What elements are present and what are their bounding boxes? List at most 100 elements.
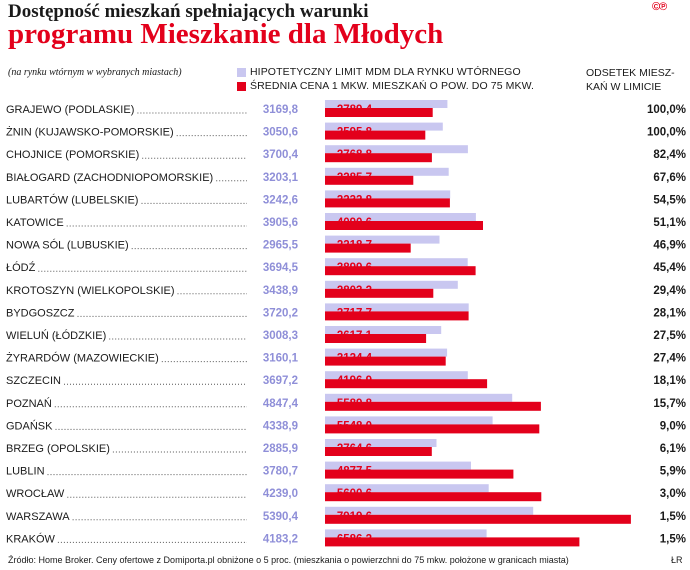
price-bar (325, 424, 540, 434)
price-value-label: 2617,1 (337, 330, 373, 342)
price-value-label: 3232,8 (337, 194, 373, 206)
share-value-label: 27,5% (653, 330, 686, 342)
limit-bar (325, 303, 469, 312)
category-label: POZNAŃ (6, 397, 52, 410)
category-label: CHOJNICE (POMORSKIE) (6, 149, 139, 161)
price-value-label: 5548,0 (337, 420, 372, 432)
chart-subtitle: (na rynku wtórnym w wybranych miastach) (8, 67, 182, 78)
limit-value-label: 4847,4 (263, 398, 299, 410)
price-bar (325, 356, 446, 366)
limit-value-label: 3008,3 (263, 330, 298, 342)
category-label: WARSZAWA (6, 511, 70, 523)
price-value-label: 2285,7 (337, 172, 372, 184)
limit-bar (325, 235, 440, 244)
price-value-label: 2768,8 (337, 149, 373, 161)
price-bar (325, 447, 432, 456)
category-label: ŻNIN (KUJAWSKO-POMORSKIE) (6, 126, 174, 139)
share-column-header: ODSETEK MIESZ-KAŃ W LIMICIE (586, 67, 675, 93)
limit-bar (325, 529, 487, 538)
limit-bar (325, 371, 468, 380)
copyright-logo: ©℗ (652, 1, 667, 13)
limit-bar (325, 190, 451, 199)
legend-swatch-limit (237, 67, 246, 77)
price-value-label: 7919,6 (337, 511, 372, 523)
category-label: ŻYRARDÓW (MAZOWIECKIE) (6, 352, 159, 365)
category-label: KATOWICE (6, 217, 64, 229)
author-initials: ŁR (671, 555, 683, 565)
price-value-label: 2764,6 (337, 443, 372, 455)
limit-bar (325, 461, 471, 470)
limit-value-label: 3169,8 (263, 104, 299, 116)
limit-bar (325, 213, 476, 221)
price-bar (325, 108, 433, 117)
price-bar (325, 243, 411, 253)
price-bar (325, 469, 514, 479)
limit-value-label: 4183,2 (263, 533, 298, 545)
limit-bar (325, 484, 489, 493)
limit-bar (325, 393, 513, 402)
price-bar (325, 175, 414, 185)
share-value-label: 15,7% (653, 398, 686, 410)
limit-bar (325, 167, 449, 176)
price-value-label: 2789,4 (337, 104, 373, 116)
source-note: Źródło: Home Broker. Ceny ofertowe z Dom… (8, 555, 569, 565)
legend-item-limit: HIPOTETYCZNY LIMIT MDM DLA RYNKU WTÓRNEG… (237, 65, 521, 79)
share-value-label: 6,1% (660, 443, 686, 455)
category-label: BRZEG (OPOLSKIE) (6, 443, 110, 455)
limit-value-label: 3780,7 (263, 466, 298, 478)
category-label: GDAŃSK (6, 419, 53, 432)
price-value-label: 2218,7 (337, 240, 372, 252)
price-value-label: 4877,5 (337, 466, 373, 478)
limit-bar (325, 145, 468, 154)
limit-bar (325, 122, 443, 131)
price-value-label: 5589,8 (337, 398, 373, 410)
price-bar (325, 130, 426, 140)
limit-value-label: 2885,9 (263, 443, 298, 455)
price-bar (325, 379, 488, 389)
limit-bar (325, 348, 448, 357)
legend-swatch-price (237, 81, 246, 91)
share-value-label: 82,4% (653, 149, 686, 161)
share-value-label: 28,1% (653, 307, 686, 319)
category-label: BIAŁOGARD (ZACHODNIOPOMORSKIE) (6, 172, 213, 184)
limit-bar (325, 416, 493, 425)
category-label: LUBLIN (6, 466, 45, 478)
price-value-label: 6586,2 (337, 533, 372, 545)
limit-value-label: 3242,6 (263, 194, 298, 206)
limit-value-label: 4239,0 (263, 488, 298, 500)
limit-value-label: 3694,5 (263, 262, 299, 274)
price-value-label: 4090,6 (337, 217, 372, 229)
limit-bar (325, 258, 468, 267)
legend-item-price: ŚREDNIA CENA 1 MKW. MIESZKAŃ O POW. DO 7… (237, 79, 534, 93)
legend-label-limit: HIPOTETYCZNY LIMIT MDM DLA RYNKU WTÓRNEG… (250, 66, 521, 78)
share-value-label: 18,1% (653, 375, 686, 387)
category-label: KROTOSZYN (WIELKOPOLSKIE) (6, 285, 175, 297)
price-bar (325, 492, 542, 502)
chart-title-line1: Dostępność mieszkań spełniających warunk… (8, 1, 369, 22)
limit-value-label: 3700,4 (263, 149, 299, 161)
category-label: BYDGOSZCZ (6, 307, 75, 319)
share-value-label: 5,9% (660, 466, 686, 478)
limit-value-label: 3050,6 (263, 127, 298, 139)
category-label: GRAJEWO (PODLASKIE) (6, 104, 134, 116)
price-value-label: 4196,9 (337, 375, 372, 387)
limit-bar (325, 100, 448, 108)
limit-value-label: 3203,1 (263, 172, 299, 184)
price-value-label: 2803,2 (337, 285, 372, 297)
price-bar (325, 334, 427, 343)
share-value-label: 27,4% (653, 353, 686, 365)
limit-value-label: 2965,5 (263, 240, 299, 252)
price-bar (325, 266, 476, 276)
category-label: WROCŁAW (6, 488, 65, 500)
share-value-label: 67,6% (653, 172, 686, 184)
category-label: LUBARTÓW (LUBELSKIE) (6, 193, 138, 206)
category-label: SZCZECIN (6, 375, 61, 387)
price-bar (325, 198, 450, 208)
limit-value-label: 3160,1 (263, 353, 299, 365)
limit-value-label: 5390,4 (263, 511, 299, 523)
share-value-label: 51,1% (653, 217, 686, 229)
price-value-label: 3899,6 (337, 262, 372, 274)
share-value-label: 100,0% (647, 127, 686, 139)
limit-bar (325, 280, 458, 289)
